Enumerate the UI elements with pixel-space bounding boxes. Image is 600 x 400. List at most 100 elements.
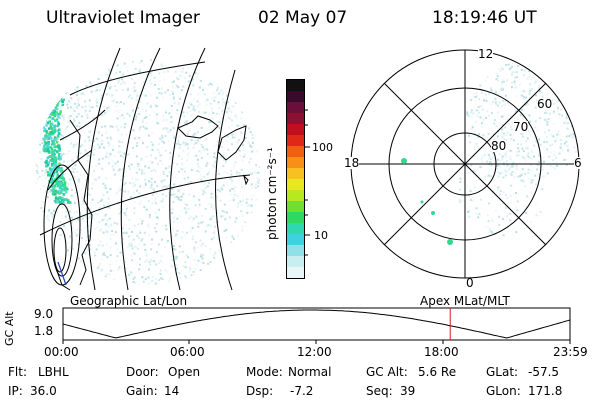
emission-pixel	[60, 104, 63, 107]
emission-pixel	[508, 155, 511, 158]
emission-pixel	[120, 178, 123, 181]
emission-pixel	[70, 97, 73, 100]
emission-pixel	[168, 165, 171, 168]
aurora-pixel	[60, 173, 63, 177]
emission-pixel	[93, 251, 96, 254]
emission-pixel	[150, 258, 152, 261]
emission-pixel	[121, 189, 124, 192]
emission-pixel	[86, 160, 89, 162]
emission-pixel	[494, 100, 497, 103]
emission-pixel	[490, 89, 493, 92]
emission-pixel	[565, 112, 568, 115]
status-mode-value: Normal	[288, 365, 332, 379]
emission-pixel	[488, 202, 490, 205]
color-scale-segment	[287, 190, 304, 201]
emission-pixel	[214, 95, 217, 98]
aurora-pixel	[50, 155, 53, 158]
color-scale-segment	[287, 201, 304, 212]
emission-pixel	[143, 64, 145, 66]
emission-pixel	[251, 133, 254, 136]
emission-pixel	[506, 215, 509, 218]
emission-pixel	[142, 170, 145, 173]
emission-pixel	[235, 101, 238, 104]
emission-pixel	[38, 142, 41, 145]
emission-pixel	[524, 103, 527, 106]
emission-pixel	[242, 159, 244, 162]
aurora-pixel	[50, 137, 53, 140]
emission-pixel	[121, 78, 123, 81]
emission-pixel	[67, 163, 70, 166]
emission-pixel	[193, 109, 196, 112]
emission-pixel	[555, 137, 558, 140]
emission-pixel	[523, 69, 526, 72]
emission-pixel	[177, 198, 180, 201]
emission-pixel	[192, 200, 195, 203]
emission-pixel	[552, 110, 555, 113]
emission-pixel	[110, 138, 113, 141]
emission-pixel	[209, 260, 212, 263]
aurora-pixel	[63, 188, 66, 191]
aurora-pixel	[60, 184, 63, 188]
emission-pixel	[222, 164, 225, 167]
emission-pixel	[153, 227, 156, 229]
emission-pixel	[488, 171, 491, 174]
emission-pixel	[513, 80, 516, 83]
emission-pixel	[132, 238, 135, 241]
emission-pixel	[187, 147, 190, 150]
emission-pixel	[147, 276, 150, 279]
emission-pixel	[563, 158, 566, 161]
emission-pixel	[534, 120, 537, 123]
emission-pixel	[212, 254, 215, 257]
emission-pixel	[128, 114, 131, 117]
emission-pixel	[96, 104, 98, 107]
emission-pixel	[490, 231, 493, 233]
emission-pixel	[212, 221, 215, 224]
emission-pixel	[120, 151, 122, 153]
emission-pixel	[498, 172, 501, 175]
emission-pixel	[218, 126, 221, 129]
emission-pixel	[162, 115, 165, 118]
emission-pixel	[138, 69, 141, 72]
emission-pixel	[517, 143, 519, 146]
emission-pixel	[502, 176, 505, 179]
emission-pixel	[174, 248, 177, 251]
emission-pixel	[193, 248, 196, 251]
emission-pixel	[128, 244, 131, 247]
emission-pixel	[72, 145, 75, 148]
emission-pixel	[557, 99, 560, 102]
emission-pixel	[94, 148, 96, 151]
emission-pixel	[142, 117, 145, 120]
emission-pixel	[116, 124, 119, 127]
emission-pixel	[73, 119, 76, 122]
emission-pixel	[225, 228, 228, 231]
emission-pixel	[494, 89, 497, 92]
emission-pixel	[541, 165, 544, 168]
emission-pixel	[163, 185, 166, 188]
emission-pixel	[119, 101, 122, 103]
emission-pixel	[200, 156, 203, 159]
color-scale-segment	[287, 223, 304, 234]
emission-pixel	[175, 84, 178, 87]
color-scale-tick-10: 10	[314, 229, 328, 242]
emission-pixel	[187, 181, 190, 184]
aurora-pixel	[53, 138, 56, 142]
emission-pixel	[503, 132, 505, 135]
emission-pixel	[565, 117, 568, 119]
emission-pixel	[137, 223, 140, 226]
emission-pixel	[541, 91, 544, 94]
emission-pixel	[517, 65, 519, 68]
emission-pixel	[250, 183, 253, 186]
emission-pixel	[38, 176, 41, 178]
emission-pixel	[516, 150, 519, 153]
emission-pixel	[515, 71, 518, 74]
emission-pixel	[74, 88, 77, 91]
emission-pixel	[528, 97, 531, 100]
emission-pixel	[251, 137, 254, 139]
emission-pixel	[165, 128, 168, 131]
emission-pixel	[254, 171, 257, 174]
emission-pixel	[134, 114, 137, 117]
emission-pixel	[74, 201, 76, 204]
emission-pixel	[121, 199, 124, 202]
emission-pixel	[104, 111, 107, 114]
emission-pixel	[177, 189, 180, 192]
